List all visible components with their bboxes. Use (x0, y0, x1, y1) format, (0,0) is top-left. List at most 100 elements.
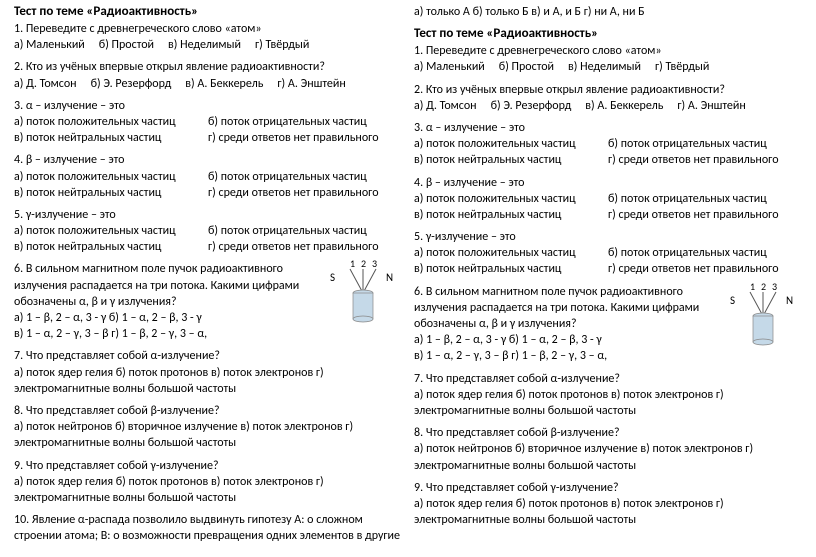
q7-opts: а) поток ядер гелия б) поток протонов в)… (14, 365, 402, 397)
question-3-right: 3. α – излучение – это а) поток положите… (414, 120, 802, 169)
test-title: Тест по теме «Радиоактивность» (14, 4, 402, 19)
left-column: Тест по теме «Радиоактивность» 1. Переве… (8, 4, 408, 553)
q2r-a: а) Д. Томсон (414, 98, 477, 114)
q5-options: а) поток положительных частиц б) поток о… (14, 223, 402, 255)
q6r-opts-b: в) 1 – α, 2 – γ, 3 – β г) 1 – β, 2 – γ, … (414, 348, 802, 364)
q5r-options: а) поток положительных частиц б) поток о… (414, 245, 802, 277)
diagram-label-2-r: 2 (761, 280, 766, 293)
q9-opts: а) поток ядер гелия б) поток протонов в)… (14, 474, 402, 506)
right-column: а) только А б) только Б в) и А, и Б г) н… (408, 4, 808, 553)
q5r-d: г) среди ответов нет правильного (608, 261, 802, 277)
q1-d: г) Твёрдый (255, 37, 309, 53)
q3-d: г) среди ответов нет правильного (208, 130, 402, 146)
q4-options: а) поток положительных частиц б) поток о… (14, 169, 402, 201)
q2-d: г) А. Энштейн (277, 76, 345, 92)
q9r-text: 9. Что представляет собой γ-излучение? (414, 480, 802, 496)
q2r-options: а) Д. Томсон б) Э. Резерфорд в) А. Бекке… (414, 98, 802, 114)
q8r-opts: а) поток нейтронов б) вторичное излучени… (414, 441, 802, 473)
q3-text: 3. α – излучение – это (14, 98, 402, 114)
q1-c: в) Неделимый (168, 37, 241, 53)
diagram-label-3: 3 (372, 257, 377, 270)
diagram-ray-3-r (763, 292, 776, 316)
question-7: 7. Что представляет собой α-излучение? а… (14, 348, 402, 397)
diagram-label-2: 2 (361, 257, 366, 270)
question-6-right: 1 2 3 S N 6. В сильном магнитном поле пу… (414, 284, 802, 365)
q9r-opts: а) поток ядер гелия б) поток протонов в)… (414, 496, 802, 528)
question-8: 8. Что представляет собой β-излучение? а… (14, 403, 402, 452)
q7r-text: 7. Что представляет собой α-излучение? (414, 371, 802, 387)
q3r-text: 3. α – излучение – это (414, 120, 802, 136)
q4-b: б) поток отрицательных частиц (208, 169, 402, 185)
q5r-b: б) поток отрицательных частиц (608, 245, 802, 261)
q3r-options: а) поток положительных частиц б) поток о… (414, 136, 802, 168)
q2r-b: б) Э. Резерфорд (491, 98, 572, 114)
q7r-opts: а) поток ядер гелия б) поток протонов в)… (414, 387, 802, 419)
diagram-tube-bottom (353, 316, 373, 322)
q2-text: 2. Кто из учёных впервые открыл явление … (14, 59, 402, 75)
q5-c: в) поток нейтральных частиц (14, 239, 208, 255)
q3r-b: б) поток отрицательных частиц (608, 136, 802, 152)
diagram-ray-3 (363, 269, 376, 293)
q3r-c: в) поток нейтральных частиц (414, 152, 608, 168)
diagram-tube-body (353, 293, 373, 319)
diagram-label-n: N (386, 271, 393, 284)
q4r-options: а) поток положительных частиц б) поток о… (414, 191, 802, 223)
diagram-label-n-r: N (786, 294, 793, 307)
q0-line: а) только А б) только Б в) и А, и Б г) н… (414, 4, 802, 20)
q5-d: г) среди ответов нет правильного (208, 239, 402, 255)
q5-b: б) поток отрицательных частиц (208, 223, 402, 239)
q3r-a: а) поток положительных частиц (414, 136, 608, 152)
q5-text: 5. γ-излучение – это (14, 207, 402, 223)
question-7-right: 7. Что представляет собой α-излучение? а… (414, 371, 802, 420)
q8-opts: а) поток нейтронов б) вторичное излучени… (14, 419, 402, 451)
q3-options: а) поток положительных частиц б) поток о… (14, 114, 402, 146)
q3r-d: г) среди ответов нет правильного (608, 152, 802, 168)
q2r-text: 2. Кто из учёных впервые открыл явление … (414, 82, 802, 98)
question-5: 5. γ-излучение – это а) поток положитель… (14, 207, 402, 256)
diagram-tube-body-r (753, 316, 773, 342)
q1-options: а) Маленький б) Простой в) Неделимый г) … (14, 37, 402, 53)
q4r-text: 4. β – излучение – это (414, 175, 802, 191)
q1-b: б) Простой (99, 37, 154, 53)
q1r-b: б) Простой (499, 59, 554, 75)
diagram-label-1: 1 (350, 257, 355, 270)
question-9: 9. Что представляет собой γ-излучение? а… (14, 458, 402, 507)
q8r-text: 8. Что представляет собой β-излучение? (414, 425, 802, 441)
question-2-right: 2. Кто из учёных впервые открыл явление … (414, 82, 802, 114)
q5r-c: в) поток нейтральных частиц (414, 261, 608, 277)
q5-a: а) поток положительных частиц (14, 223, 208, 239)
q2r-c: в) А. Беккерель (585, 98, 663, 114)
q2-options: а) Д. Томсон б) Э. Резерфорд в) А. Бекке… (14, 76, 402, 92)
question-4: 4. β – излучение – это а) поток положите… (14, 152, 402, 201)
q1-a: а) Маленький (14, 37, 85, 53)
magnet-diagram-right: 1 2 3 S N (724, 280, 802, 350)
diagram-label-1-r: 1 (750, 280, 755, 293)
q1-text: 1. Переведите с древнегреческого слово «… (14, 21, 402, 37)
question-10: 10. Явление α-распада позволило выдвинут… (14, 512, 402, 544)
q2-a: а) Д. Томсон (14, 76, 77, 92)
q5r-a: а) поток положительных частиц (414, 245, 608, 261)
q2-b: б) Э. Резерфорд (91, 76, 172, 92)
q1r-text: 1. Переведите с древнегреческого слово «… (414, 43, 802, 59)
question-1-right: 1. Переведите с древнегреческого слово «… (414, 43, 802, 75)
q8-text: 8. Что представляет собой β-излучение? (14, 403, 402, 419)
question-3: 3. α – излучение – это а) поток положите… (14, 98, 402, 147)
question-0-right: а) только А б) только Б в) и А, и Б г) н… (414, 4, 802, 20)
diagram-label-3-r: 3 (772, 280, 777, 293)
question-9-right: 9. Что представляет собой γ-излучение? а… (414, 480, 802, 529)
diagram-ray-1-r (750, 292, 763, 316)
question-4-right: 4. β – излучение – это а) поток положите… (414, 175, 802, 224)
q1r-a: а) Маленький (414, 59, 485, 75)
question-8-right: 8. Что представляет собой β-излучение? а… (414, 425, 802, 474)
q2r-d: г) А. Энштейн (677, 98, 745, 114)
q1r-d: г) Твёрдый (655, 59, 709, 75)
q9-text: 9. Что представляет собой γ-излучение? (14, 458, 402, 474)
question-6: 1 2 3 S N 6. В сильном магнитном поле пу… (14, 261, 402, 342)
question-2: 2. Кто из учёных впервые открыл явление … (14, 59, 402, 91)
magnet-diagram: 1 2 3 S N (324, 257, 402, 327)
q6-opts-b: в) 1 – α, 2 – γ, 3 – β г) 1 – β, 2 – γ, … (14, 326, 402, 342)
q3-c: в) поток нейтральных частиц (14, 130, 208, 146)
q4r-b: б) поток отрицательных частиц (608, 191, 802, 207)
question-5-right: 5. γ-излучение – это а) поток положитель… (414, 229, 802, 278)
q4r-d: г) среди ответов нет правильного (608, 207, 802, 223)
